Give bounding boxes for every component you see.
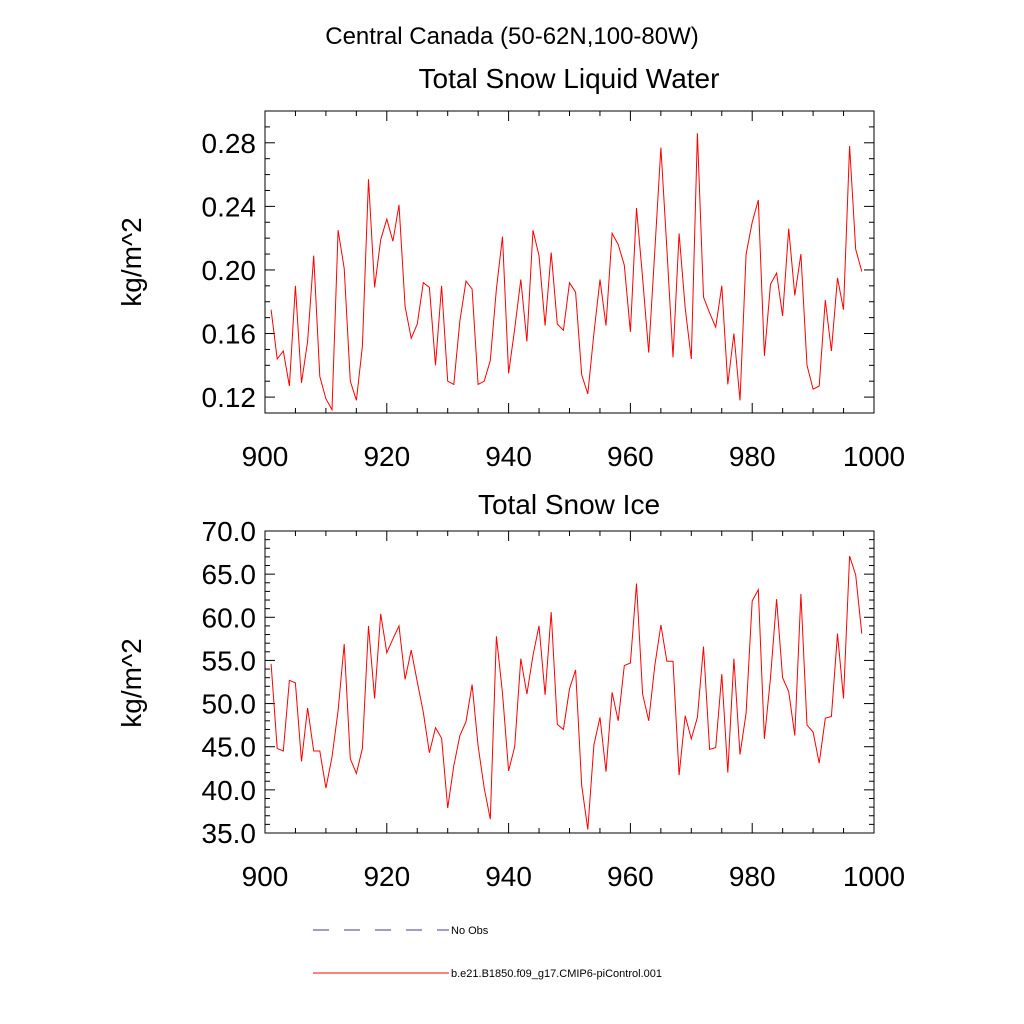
y-tick-label: 55.0 (202, 645, 257, 676)
x-tick-label: 980 (729, 441, 776, 472)
panel-title: Total Snow Liquid Water (419, 63, 720, 94)
y-tick-label: 65.0 (202, 559, 257, 590)
y-axis-label: kg/m^2 (116, 217, 147, 306)
y-tick-label: 0.12 (202, 382, 257, 413)
y-tick-label: 45.0 (202, 732, 257, 763)
legend: No Obs b.e21.B1850.f09_g17.CMIP6-piContr… (313, 925, 662, 980)
axis-ticks (264, 530, 875, 834)
y-tick-label: 35.0 (202, 818, 257, 849)
x-tick-label: 900 (242, 861, 289, 892)
y-tick-label: 60.0 (202, 602, 257, 633)
x-tick-label: 1000 (843, 861, 905, 892)
x-tick-label: 940 (485, 861, 532, 892)
series-line (270, 133, 863, 412)
x-tick-label: 960 (607, 861, 654, 892)
plot-frame (264, 110, 875, 414)
y-tick-label: 50.0 (202, 689, 257, 720)
legend-label-no-obs: No Obs (451, 925, 489, 937)
y-tick-label: 40.0 (202, 775, 257, 806)
y-tick-label: 0.16 (202, 319, 257, 350)
panel-snow-ice: Total Snow Ice kg/m^2 900 920 940 960 980 100… (116, 489, 905, 892)
series-line (270, 555, 863, 830)
y-tick-label: 0.20 (202, 255, 257, 286)
y-tick-label: 70.0 (202, 516, 257, 547)
x-tick-label: 920 (363, 441, 410, 472)
y-axis-label: kg/m^2 (116, 638, 147, 727)
region-title: Central Canada (50-62N,100-80W) (325, 23, 699, 50)
panel-snow-liquid-water: Total Snow Liquid Water kg/m^2 900 920 940… (116, 63, 905, 472)
y-tick-label: 0.24 (202, 191, 257, 222)
x-tick-label: 980 (729, 861, 776, 892)
axis-tick-labels: 900 920 940 960 980 1000 0.12 0.16 0.20 0.24 0.28 (202, 128, 906, 472)
x-tick-label: 960 (607, 441, 654, 472)
plot-frame (264, 530, 875, 834)
x-tick-label: 900 (242, 441, 289, 472)
x-tick-label: 1000 (843, 441, 905, 472)
panel-title: Total Snow Ice (478, 489, 660, 520)
legend-label-model: b.e21.B1850.f09_g17.CMIP6-piControl.001 (451, 968, 662, 980)
x-tick-label: 940 (485, 441, 532, 472)
axis-ticks (264, 110, 875, 414)
x-tick-label: 920 (363, 861, 410, 892)
y-tick-label: 0.28 (202, 128, 257, 159)
axis-tick-labels: 900 920 940 960 980 1000 35.0 40.0 45.0 50.0 55.0 6… (202, 516, 906, 892)
